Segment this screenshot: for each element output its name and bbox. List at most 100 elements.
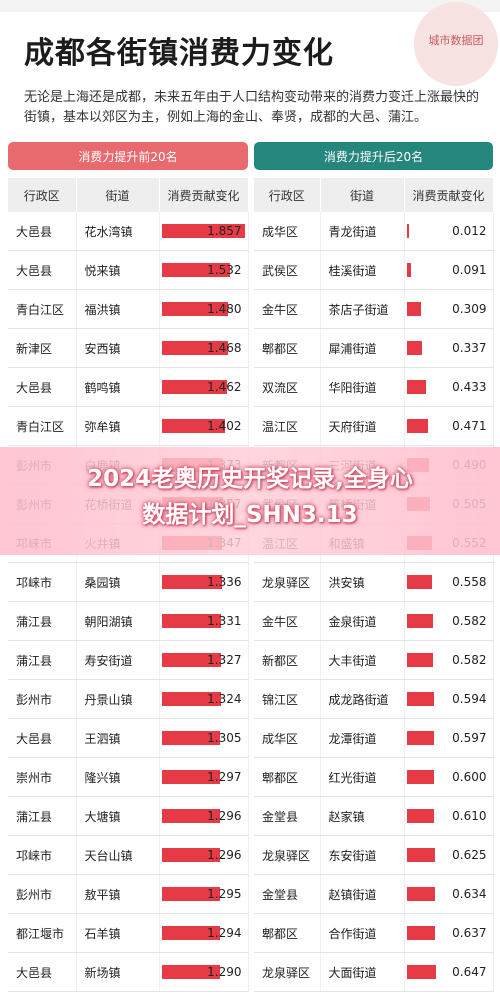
street-cell: 敖平镇 (76, 874, 160, 914)
change-value: 0.597 (452, 731, 487, 745)
change-bar (406, 770, 434, 784)
street-cell: 王泗镇 (76, 718, 160, 758)
change-cell: 0.337 (404, 328, 494, 368)
table-row: 崇州市 隆兴镇 1.297 (8, 757, 249, 797)
district-cell: 金堂县 (254, 796, 321, 836)
column-header-district: 行政区 (8, 178, 77, 212)
column-header-street: 街道 (320, 178, 405, 212)
banner-line-2: 数据计划_SHN3.13 (142, 502, 358, 528)
district-cell: 大邑县 (8, 250, 77, 290)
district-cell: 都江堰市 (8, 913, 77, 953)
district-cell: 蒲江县 (8, 796, 77, 836)
district-cell: 大邑县 (8, 952, 77, 992)
table-row: 龙泉驿区 大面街道 0.647 (254, 952, 494, 992)
change-bar (161, 302, 228, 316)
district-cell: 新都区 (254, 640, 321, 680)
change-cell: 0.558 (404, 562, 494, 602)
change-bar (406, 653, 433, 667)
change-value: 1.331 (207, 614, 242, 628)
change-value: 1.402 (207, 419, 242, 433)
bottom20-header: 消费力提升后20名 (254, 142, 493, 170)
change-value: 1.324 (207, 692, 242, 706)
city-data-logo: 城市数据团 (414, 2, 498, 86)
change-cell: 1.402 (159, 406, 249, 446)
district-cell: 彭州市 (8, 679, 77, 719)
banner-line-1: 2024老奥历史开奖记录,全身心 (87, 466, 413, 492)
street-cell: 赵镇街道 (320, 874, 405, 914)
change-cell: 1.480 (159, 289, 249, 329)
overlay-banner (0, 447, 500, 555)
change-bar (161, 614, 221, 628)
change-value: 0.309 (452, 302, 487, 316)
change-value: 0.625 (452, 848, 487, 862)
street-cell: 大丰街道 (320, 640, 405, 680)
column-header-street: 街道 (76, 178, 160, 212)
street-cell: 大面街道 (320, 952, 405, 992)
change-bar (406, 848, 435, 862)
change-bar (406, 419, 428, 433)
logo-text: 城市数据团 (428, 34, 484, 47)
table-row: 金牛区 茶店子街道 0.309 (254, 289, 494, 329)
change-cell: 1.532 (159, 250, 249, 290)
change-cell: 0.471 (404, 406, 494, 446)
change-value: 0.647 (452, 965, 487, 979)
change-bar (406, 965, 436, 979)
street-cell: 鹤鸣镇 (76, 367, 160, 407)
street-cell: 犀浦街道 (320, 328, 405, 368)
overlay-banner-text: 2024老奥历史开奖记录,全身心 数据计划_SHN3.13 (0, 461, 500, 533)
change-cell: 1.336 (159, 562, 249, 602)
change-bar (161, 575, 222, 589)
change-cell: 0.634 (404, 874, 494, 914)
change-cell: 1.468 (159, 328, 249, 368)
change-cell: 0.647 (404, 952, 494, 992)
change-bar (161, 263, 230, 277)
district-cell: 新津区 (8, 328, 77, 368)
change-cell: 0.600 (404, 757, 494, 797)
change-bar (406, 380, 426, 394)
street-cell: 石羊镇 (76, 913, 160, 953)
intro-paragraph: 无论是上海还是成都，未来五年由于人口结构变动带来的消费力变迁上涨最快的街镇，基本… (24, 90, 480, 125)
district-cell: 郫都区 (254, 913, 321, 953)
table-row: 邛崃市 桑园镇 1.336 (8, 562, 249, 602)
change-bar (161, 653, 221, 667)
table-row: 青白江区 弥牟镇 1.402 (8, 406, 249, 446)
change-value: 1.305 (207, 731, 242, 745)
change-bar (161, 692, 221, 706)
street-cell: 龙潭街道 (320, 718, 405, 758)
change-value: 0.634 (452, 887, 487, 901)
change-value: 1.468 (207, 341, 242, 355)
street-cell: 花水湾镇 (76, 212, 160, 251)
street-cell: 朝阳湖镇 (76, 601, 160, 641)
street-cell: 华阳街道 (320, 367, 405, 407)
district-cell: 邛崃市 (8, 835, 77, 875)
table-row: 蒲江县 朝阳湖镇 1.331 (8, 601, 249, 641)
change-bar (406, 302, 421, 316)
table-row: 温江区 天府街道 0.471 (254, 406, 494, 446)
district-cell: 锦江区 (254, 679, 321, 719)
change-bar (406, 692, 434, 706)
change-value: 0.337 (452, 341, 487, 355)
change-value: 1.857 (207, 224, 242, 238)
change-bar (406, 731, 434, 745)
change-value: 1.296 (207, 809, 242, 823)
table-row: 大邑县 鹤鸣镇 1.462 (8, 367, 249, 407)
district-cell: 龙泉驿区 (254, 562, 321, 602)
change-value: 0.637 (452, 926, 487, 940)
change-cell: 0.091 (404, 250, 494, 290)
street-cell: 福洪镇 (76, 289, 160, 329)
top20-rows: 大邑县 花水湾镇 1.857 大邑县 悦来镇 1.532 青白江区 福洪镇 1.480 新津区 安西… (8, 212, 249, 992)
column-header-change: 消费贡献变化 (404, 178, 494, 212)
street-cell: 成龙路街道 (320, 679, 405, 719)
change-value: 1.296 (207, 848, 242, 862)
table-row: 金牛区 金泉街道 0.582 (254, 601, 494, 641)
change-cell: 0.309 (404, 289, 494, 329)
change-value: 0.012 (452, 224, 487, 238)
change-bar (161, 341, 228, 355)
district-cell: 大邑县 (8, 367, 77, 407)
table-row: 都江堰市 石羊镇 1.294 (8, 913, 249, 953)
table-row: 大邑县 新场镇 1.290 (8, 952, 249, 992)
change-value: 0.433 (452, 380, 487, 394)
change-value: 1.336 (207, 575, 242, 589)
change-bar (161, 848, 220, 862)
table-row: 郫都区 红光街道 0.600 (254, 757, 494, 797)
